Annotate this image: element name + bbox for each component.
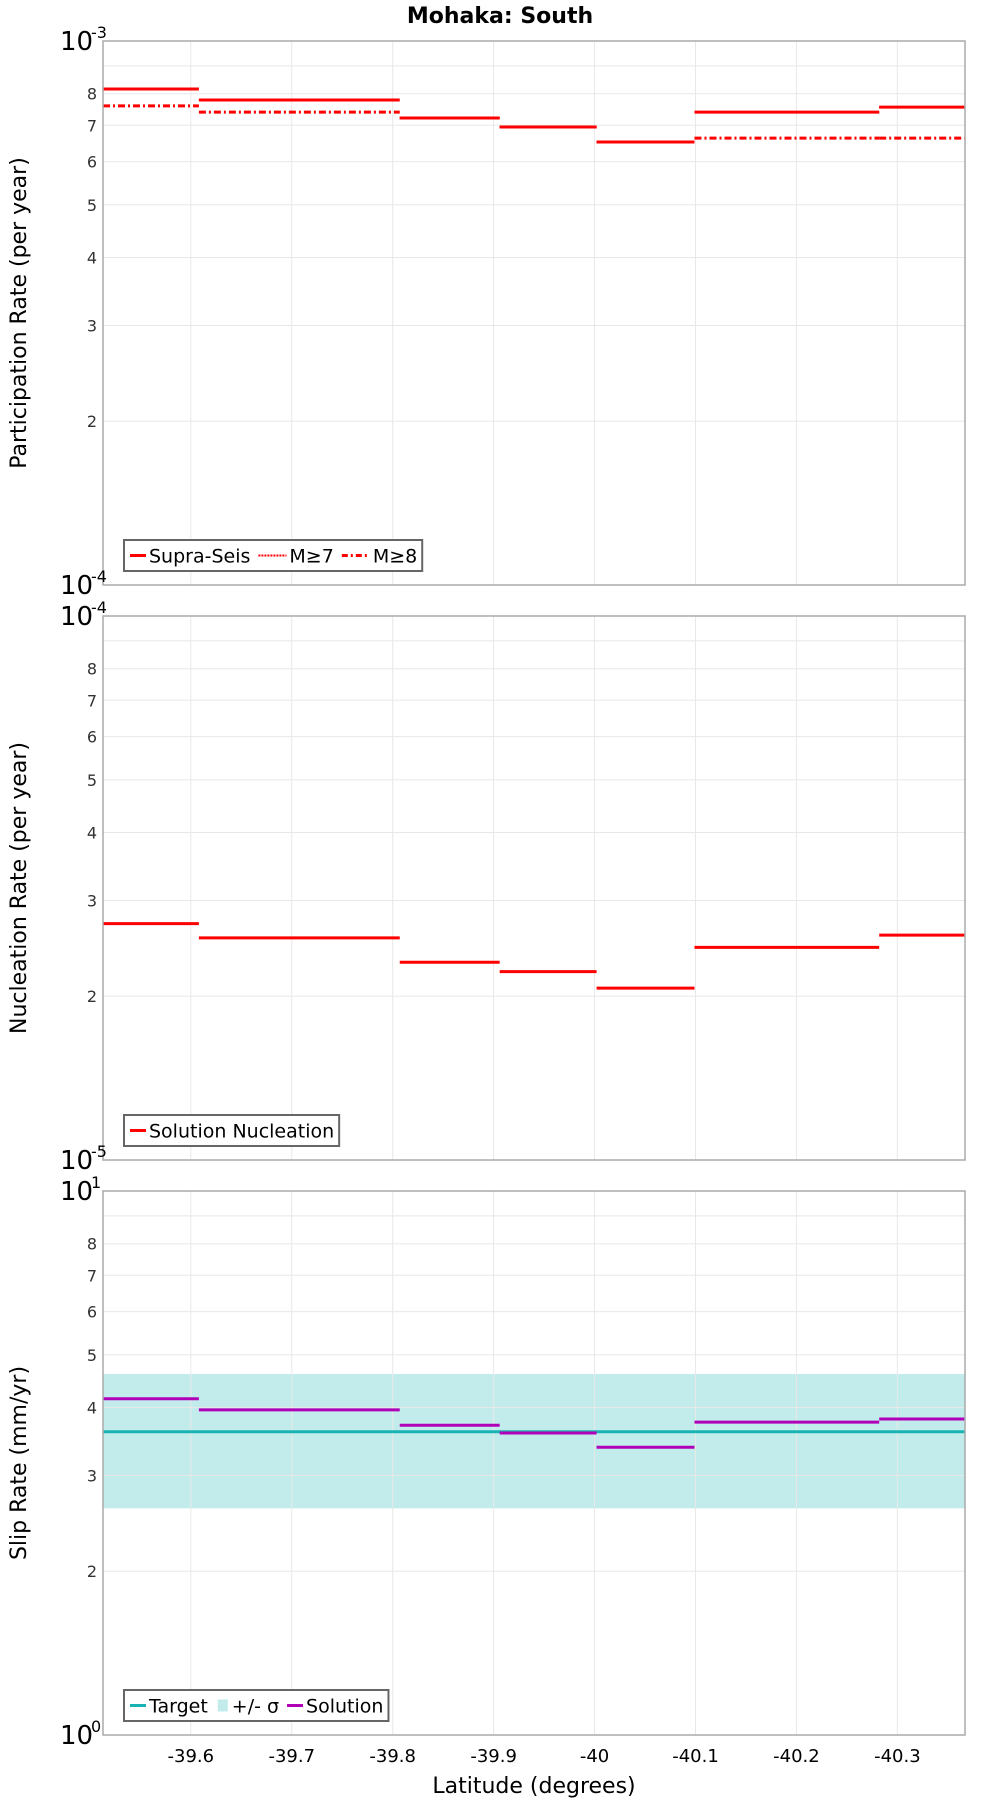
y-decade-label-top: 10 bbox=[60, 1177, 93, 1207]
y-tick-label: 5 bbox=[87, 771, 97, 790]
y-decade-exponent-bottom: -5 bbox=[91, 1142, 107, 1161]
y-tick-label: 8 bbox=[87, 85, 97, 104]
x-tick-label: -40 bbox=[580, 1746, 609, 1767]
legend-box bbox=[123, 1114, 341, 1147]
y-tick-label: 2 bbox=[87, 1562, 97, 1581]
y-tick-label: 6 bbox=[87, 1303, 97, 1322]
x-tick-label: -40.1 bbox=[672, 1746, 719, 1767]
y-tick-label: 3 bbox=[87, 891, 97, 910]
x-tick-label: -40.3 bbox=[874, 1746, 921, 1767]
y-tick-label: 7 bbox=[87, 116, 97, 135]
legend-box bbox=[123, 539, 424, 572]
y-decade-label-top: 10 bbox=[60, 27, 93, 57]
y-tick-label: 5 bbox=[87, 1346, 97, 1365]
y-tick-label: 5 bbox=[87, 196, 97, 215]
y-tick-label: 6 bbox=[87, 728, 97, 747]
plot-frame bbox=[102, 40, 966, 586]
legend-label: Solution Nucleation bbox=[149, 1121, 334, 1143]
y-decade-exponent-top: -4 bbox=[91, 598, 107, 617]
plot-frame bbox=[102, 615, 966, 1161]
y-decade-label-bottom: 10 bbox=[60, 1721, 93, 1751]
plot-area bbox=[103, 616, 965, 1160]
sigma-band bbox=[103, 1373, 965, 1509]
y-axis-label: Participation Rate (per year) bbox=[7, 157, 32, 469]
x-tick-label: -39.7 bbox=[268, 1746, 315, 1767]
y-tick-label: 4 bbox=[87, 823, 97, 842]
y-axis-label: Nucleation Rate (per year) bbox=[7, 742, 32, 1034]
y-tick-label: 4 bbox=[87, 1398, 97, 1417]
y-decade-exponent-bottom: 0 bbox=[91, 1717, 101, 1736]
y-tick-label: 8 bbox=[87, 660, 97, 679]
legend: Supra-Seis M≥7 M≥8 bbox=[123, 539, 424, 572]
plot-area bbox=[103, 41, 965, 585]
y-decade-label-bottom: 10 bbox=[60, 571, 93, 601]
y-tick-label: 6 bbox=[87, 153, 97, 172]
legend-label: Target bbox=[148, 1696, 208, 1718]
y-tick-label: 4 bbox=[87, 248, 97, 267]
x-axis-label: Latitude (degrees) bbox=[432, 1774, 635, 1799]
legend: Target +/- σ Solution bbox=[123, 1689, 390, 1722]
y-tick-label: 2 bbox=[87, 987, 97, 1006]
chart-title: Mohaka: South bbox=[407, 4, 593, 29]
y-axis-label: Slip Rate (mm/yr) bbox=[7, 1366, 32, 1560]
y-tick-label: 7 bbox=[87, 1266, 97, 1285]
legend-label: Supra-Seis bbox=[149, 546, 250, 568]
legend-label: Solution bbox=[306, 1696, 383, 1718]
legend: Solution Nucleation bbox=[123, 1114, 341, 1147]
y-decade-exponent-top: 1 bbox=[91, 1173, 101, 1192]
y-tick-label: 3 bbox=[87, 316, 97, 335]
y-decade-exponent-top: -3 bbox=[91, 23, 107, 42]
y-decade-label-bottom: 10 bbox=[60, 1146, 93, 1176]
legend-box bbox=[123, 1689, 390, 1722]
x-tick-label: -39.9 bbox=[470, 1746, 517, 1767]
x-tick-label: -39.8 bbox=[369, 1746, 416, 1767]
x-tick-label: -39.6 bbox=[168, 1746, 215, 1767]
y-decade-label-top: 10 bbox=[60, 602, 93, 632]
y-tick-label: 3 bbox=[87, 1466, 97, 1485]
legend-swatch-band bbox=[217, 1699, 228, 1712]
legend-label: M≥8 bbox=[373, 546, 417, 568]
x-tick-label: -40.2 bbox=[773, 1746, 820, 1767]
y-tick-label: 2 bbox=[87, 412, 97, 431]
plot-frame bbox=[102, 1190, 966, 1736]
x-axis: -39.6 -39.7 -39.8 -39.9 -40 -40.1 -40.2 -40.3 bbox=[168, 1746, 921, 1767]
y-decade-exponent-bottom: -4 bbox=[91, 567, 107, 586]
legend-label: +/- σ bbox=[232, 1696, 279, 1718]
y-tick-label: 7 bbox=[87, 691, 97, 710]
legend-label: M≥7 bbox=[289, 546, 333, 568]
y-tick-label: 8 bbox=[87, 1235, 97, 1254]
